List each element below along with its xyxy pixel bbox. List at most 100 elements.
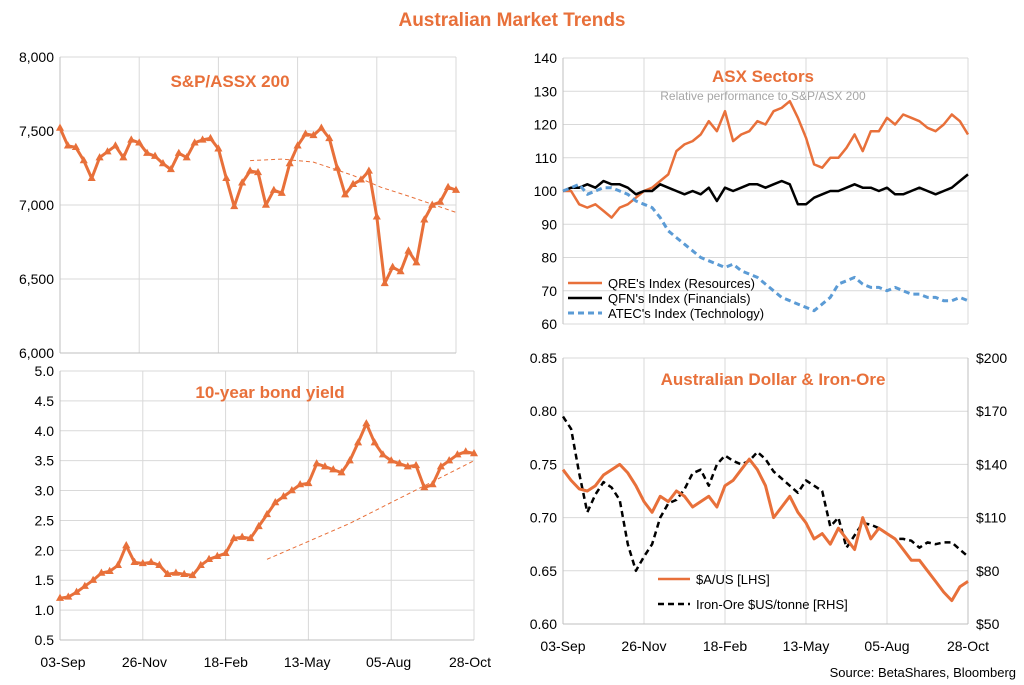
asx200-y-tick-label: 6,500 — [19, 271, 54, 287]
aud-iron-left-y-tick-label: 0.65 — [530, 563, 557, 579]
asx200-marker — [325, 133, 334, 142]
aud-iron-x-tick-label: 18-Feb — [703, 638, 748, 654]
aud-iron-legend: $A/US [LHS] Iron-Ore $US/tonne [RHS] — [658, 572, 848, 612]
bond-marker — [387, 456, 396, 464]
bond-marker — [163, 569, 172, 577]
bond-marker — [271, 498, 280, 506]
bond-marker — [180, 569, 189, 577]
bond-marker — [221, 548, 230, 557]
bond-marker — [188, 570, 197, 579]
bond-marker — [72, 587, 81, 595]
asx200-marker — [428, 200, 437, 208]
bond-marker — [130, 557, 139, 565]
asx200-marker — [246, 166, 255, 174]
aud-iron-left-y-tick-label: 0.75 — [530, 456, 557, 472]
aud-iron-right-y-tick-label: $50 — [976, 616, 1000, 632]
sectors-series-line — [562, 182, 969, 313]
aud-iron-right-y-tick-label: $200 — [976, 350, 1007, 366]
aud-line — [561, 457, 969, 603]
sectors-series-line — [562, 173, 969, 206]
bond-x-tick-label: 05-Aug — [366, 654, 411, 670]
bond-marker — [461, 447, 470, 455]
asx200-chart: 6,000 6,500 7,000 7,500 8,000 S&P/ASSX 200 — [19, 49, 461, 361]
aud-iron-chart: 0.60 0.65 0.70 0.75 0.80 0.85 $50 $80 $110 $140 $1… — [530, 350, 1008, 654]
bond-marker — [196, 560, 205, 568]
sectors-y-tick-label: 120 — [534, 117, 558, 133]
bond-marker — [320, 462, 330, 470]
bond-marker — [378, 450, 387, 458]
bond-x-tick-label: 28-Oct — [449, 654, 491, 670]
asx200-marker — [143, 148, 152, 156]
bond-marker — [304, 478, 313, 487]
asx200-marker — [317, 123, 326, 131]
asx200-line — [58, 126, 457, 285]
bond-marker — [329, 465, 338, 473]
asx200-trendline — [250, 158, 457, 213]
bond-marker — [362, 419, 371, 427]
asx200-marker — [55, 123, 65, 131]
bond-marker — [279, 492, 288, 500]
aud-iron-x-tick-label: 28-Oct — [947, 638, 989, 654]
asx200-marker — [301, 129, 310, 137]
asx200-marker — [174, 148, 183, 156]
bond-marker — [411, 460, 421, 469]
bond-marker — [204, 554, 214, 562]
aud-iron-left-y-tick-label: 0.70 — [530, 510, 557, 526]
asx200-y-tick-label: 7,000 — [19, 197, 54, 213]
aud-iron-title: Australian Dollar & Iron-Ore — [661, 370, 886, 389]
asx200-y-tick-label: 7,500 — [19, 123, 54, 139]
asx200-marker — [238, 178, 247, 186]
bond-y-tick-label: 5.0 — [35, 363, 55, 379]
asx200-marker — [380, 278, 389, 287]
asx200-marker — [230, 201, 239, 210]
bond-marker — [122, 541, 131, 549]
asx200-marker — [404, 246, 413, 254]
sectors-y-tick-label: 140 — [534, 50, 558, 66]
bond-y-tick-label: 2.0 — [35, 542, 55, 558]
bond-marker — [345, 456, 354, 464]
sectors-legend-label: ATEC's Index (Technology) — [608, 306, 764, 321]
asx200-marker — [198, 135, 207, 143]
asx200-marker — [190, 138, 199, 146]
bond-y-tick-label: 2.5 — [35, 512, 55, 528]
bond-marker — [436, 462, 445, 470]
bond-y-tick-label: 1.0 — [35, 602, 55, 618]
asx200-marker — [103, 147, 112, 155]
bond-marker — [229, 533, 238, 542]
bond-marker — [262, 509, 272, 518]
asx200-marker — [444, 182, 453, 190]
bond-marker — [428, 480, 437, 488]
bond-marker — [105, 566, 114, 574]
asx200-marker — [79, 156, 88, 164]
aud-iron-x-tick-label: 03-Sep — [540, 638, 585, 654]
asx200-marker — [309, 130, 318, 139]
bond-marker — [147, 557, 156, 565]
bond-x-tick-label: 18-Feb — [204, 654, 249, 670]
aud-iron-right-y-tick-label: $140 — [976, 456, 1007, 472]
bond-chart: 0.5 1.0 1.5 2.0 2.5 3.0 3.5 4.0 4.5 5.0 03-Sep 26-N… — [35, 363, 492, 670]
asx200-marker — [119, 153, 128, 161]
asx200-marker — [261, 200, 270, 208]
asx200-marker — [158, 159, 168, 167]
asx200-y-tick-label: 8,000 — [19, 49, 54, 65]
sectors-y-tick-label: 80 — [541, 250, 557, 266]
asx200-marker — [396, 267, 405, 275]
aud-iron-legend-label: $A/US [LHS] — [696, 572, 770, 587]
sectors-title: ASX Sectors — [712, 67, 814, 86]
aud-iron-left-y-tick-label: 0.60 — [530, 616, 557, 632]
aud-iron-right-y-tick-label: $170 — [976, 403, 1007, 419]
bond-x-tick-label: 03-Sep — [40, 654, 85, 670]
asx200-marker — [356, 175, 366, 183]
asx200-marker — [214, 144, 223, 152]
bond-marker — [420, 483, 429, 491]
bond-y-tick-label: 4.0 — [35, 423, 55, 439]
sectors-legend-label: QFN's Index (Financials) — [608, 291, 751, 306]
asx200-marker — [71, 142, 80, 150]
asx200-marker — [150, 151, 160, 159]
asx200-marker — [285, 159, 294, 167]
asx200-marker — [111, 141, 120, 149]
charts-layer: 6,000 6,500 7,000 7,500 8,000 S&P/ASSX 200 0.5… — [19, 49, 1007, 670]
bond-y-tick-label: 3.5 — [35, 453, 55, 469]
asx200-marker — [166, 164, 175, 173]
asx200-marker — [333, 163, 342, 171]
